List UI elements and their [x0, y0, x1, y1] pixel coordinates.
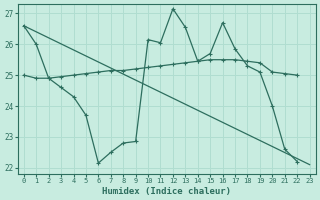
X-axis label: Humidex (Indice chaleur): Humidex (Indice chaleur) — [102, 187, 231, 196]
